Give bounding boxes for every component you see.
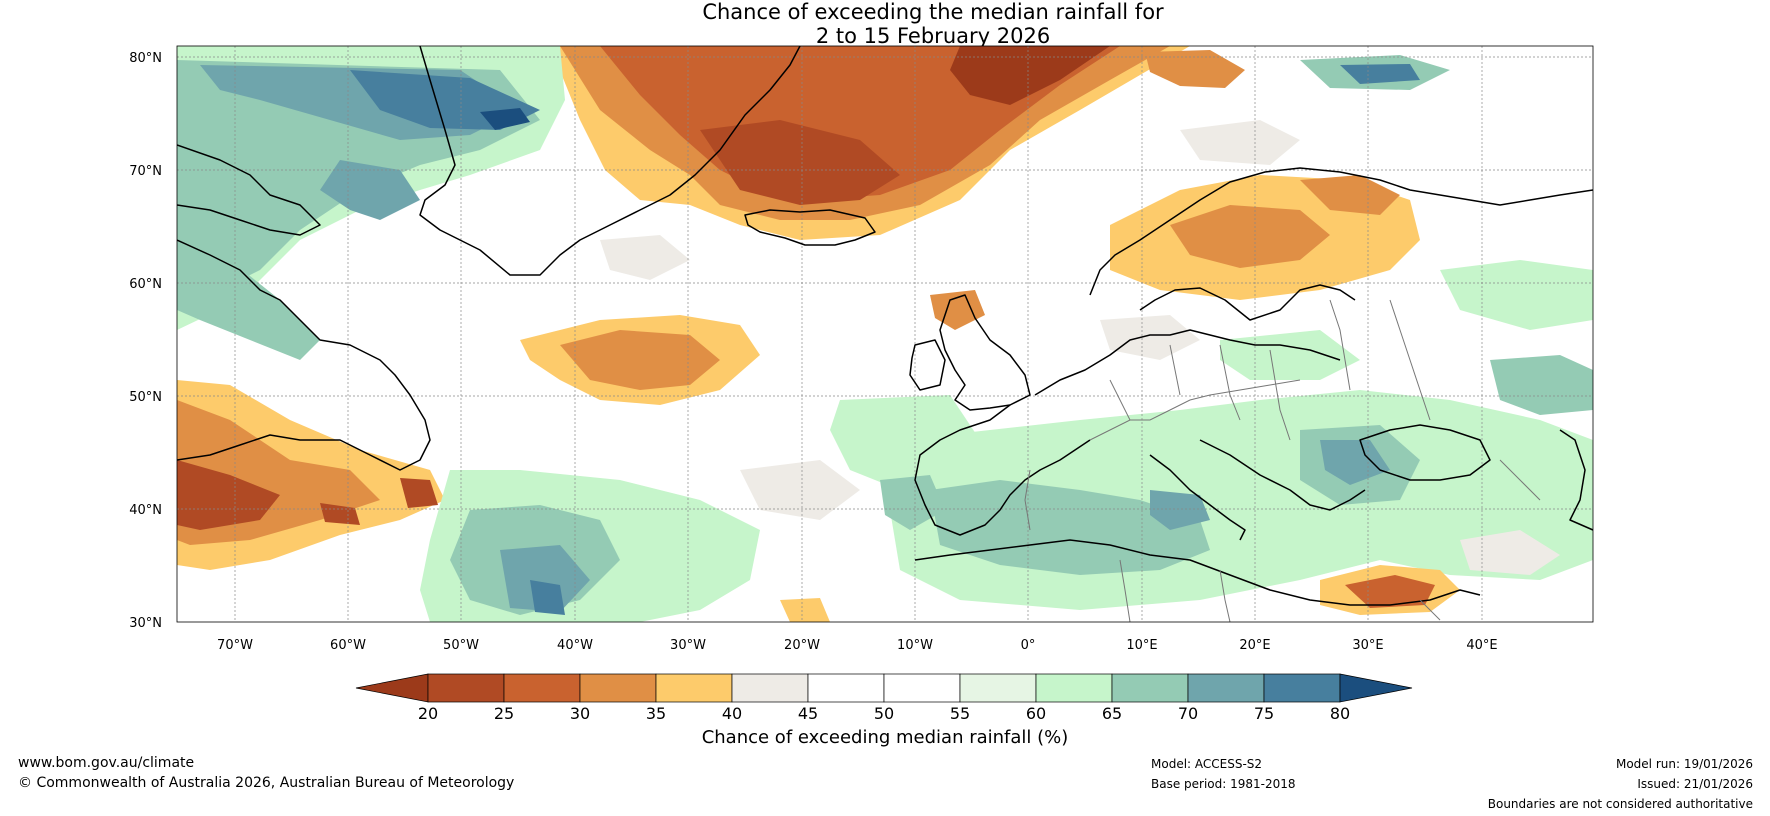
coastlines [177, 46, 1593, 606]
coastline-iceland [744, 209, 876, 246]
colorbar-tick-label: 40 [722, 704, 742, 723]
colorbar-tick-label: 70 [1178, 704, 1198, 723]
coastline-north-africa [914, 539, 1481, 606]
colorbar-segment [1263, 673, 1341, 703]
colorbar-tick-label: 35 [646, 704, 666, 723]
lat-label-60n: 60°N [129, 277, 162, 292]
coastline-iberia [914, 404, 1091, 536]
title-line-2: 2 to 15 February 2026 [815, 24, 1051, 48]
colorbar-tick-label: 80 [1330, 704, 1350, 723]
lon-label-60w: 60°W [330, 638, 366, 653]
colorbar-segment [655, 673, 733, 703]
colorbar-tick-label: 55 [950, 704, 970, 723]
lon-label-40w: 40°W [557, 638, 593, 653]
lon-label-10w: 10°W [897, 638, 933, 653]
lon-label-30e: 30°E [1352, 638, 1383, 653]
neutral-patches [600, 120, 1560, 575]
wet-anomaly-baffin [177, 46, 565, 360]
longitude-labels: 70°W 60°W 50°W 40°W 30°W 20°W 10°W 0° 10… [217, 638, 1498, 653]
lon-label-10e: 10°E [1126, 638, 1157, 653]
colorbar-segment [1111, 673, 1189, 703]
lat-label-50n: 50°N [129, 390, 162, 405]
lon-label-30w: 30°W [670, 638, 706, 653]
dry-anomaly-arctic [550, 46, 1190, 240]
footer-copyright: © Commonwealth of Australia 2026, Austra… [18, 775, 515, 791]
colorbar: 20 25 30 35 40 45 50 55 60 65 70 75 80 [355, 673, 1413, 723]
coastline-greenland [419, 46, 801, 276]
colorbar-tick-label: 65 [1102, 704, 1122, 723]
dry-anomaly-scandinavia [1110, 50, 1420, 300]
coastline-baffin [177, 144, 321, 236]
colorbar-tick-label: 25 [494, 704, 514, 723]
colorbar-segment [1035, 673, 1113, 703]
footer-issued: Issued: 21/01/2026 [1637, 777, 1753, 791]
lat-label-80n: 80°N [129, 51, 162, 66]
colorbar-arrow-high [1339, 673, 1413, 703]
colorbar-tick-label: 60 [1026, 704, 1046, 723]
coastline-black-sea [1359, 424, 1491, 481]
coastline-baltic [1139, 284, 1356, 321]
lon-label-40e: 40°E [1466, 638, 1497, 653]
coastline-western-europe [1034, 329, 1341, 396]
lon-label-50w: 50°W [443, 638, 479, 653]
coastline-caspian [1559, 429, 1593, 531]
coastline-norway [1089, 167, 1593, 296]
colorbar-tick-label: 30 [570, 704, 590, 723]
colorbar-arrow-low [355, 673, 429, 703]
colorbar-segment [807, 673, 885, 703]
colorbar-segment [1187, 673, 1265, 703]
colorbar-tick-label: 45 [798, 704, 818, 723]
wet-anomaly-europe [880, 55, 1593, 610]
colorbar-label: Chance of exceeding median rainfall (%) [701, 727, 1069, 748]
colorbar-tick-label: 20 [418, 704, 438, 723]
footer-website: www.bom.gov.au/climate [18, 755, 195, 771]
lat-label-30n: 30°N [129, 616, 162, 631]
footer-base-period: Base period: 1981-2018 [1151, 777, 1296, 791]
title-line-1: Chance of exceeding the median rainfall … [702, 0, 1164, 24]
lat-label-40n: 40°N [129, 503, 162, 518]
footer-disclaimer: Boundaries are not considered authoritat… [1487, 797, 1753, 811]
colorbar-segment [579, 673, 657, 703]
footer-model: Model: ACCESS-S2 [1151, 757, 1263, 771]
lat-label-70n: 70°N [129, 164, 162, 179]
colorbar-segment [503, 673, 581, 703]
colorbar-segment [883, 673, 961, 703]
colorbar-tick-label: 75 [1254, 704, 1274, 723]
lon-label-20w: 20°W [784, 638, 820, 653]
country-borders [1024, 299, 1541, 622]
lon-label-20e: 20°E [1239, 638, 1270, 653]
latitude-labels: 80°N 70°N 60°N 50°N 40°N 30°N [129, 51, 162, 631]
colorbar-tick-label: 50 [874, 704, 894, 723]
lon-label-70w: 70°W [217, 638, 253, 653]
footer-model-run: Model run: 19/01/2026 [1615, 757, 1753, 771]
map-panel [177, 46, 1593, 622]
colorbar-segment [959, 673, 1037, 703]
coastline-ireland [909, 339, 946, 391]
lon-label-0: 0° [1021, 638, 1036, 653]
chart-title: Chance of exceeding the median rainfall … [0, 0, 1770, 48]
coastline-balkans [1199, 439, 1366, 511]
colorbar-segment [731, 673, 809, 703]
colorbar-segment [427, 673, 505, 703]
coastline-italy [1149, 454, 1246, 541]
coastline-great-britain [939, 294, 1031, 411]
coastline-labrador [177, 239, 431, 471]
gridlines [177, 46, 1593, 622]
map-frame [176, 45, 1594, 623]
